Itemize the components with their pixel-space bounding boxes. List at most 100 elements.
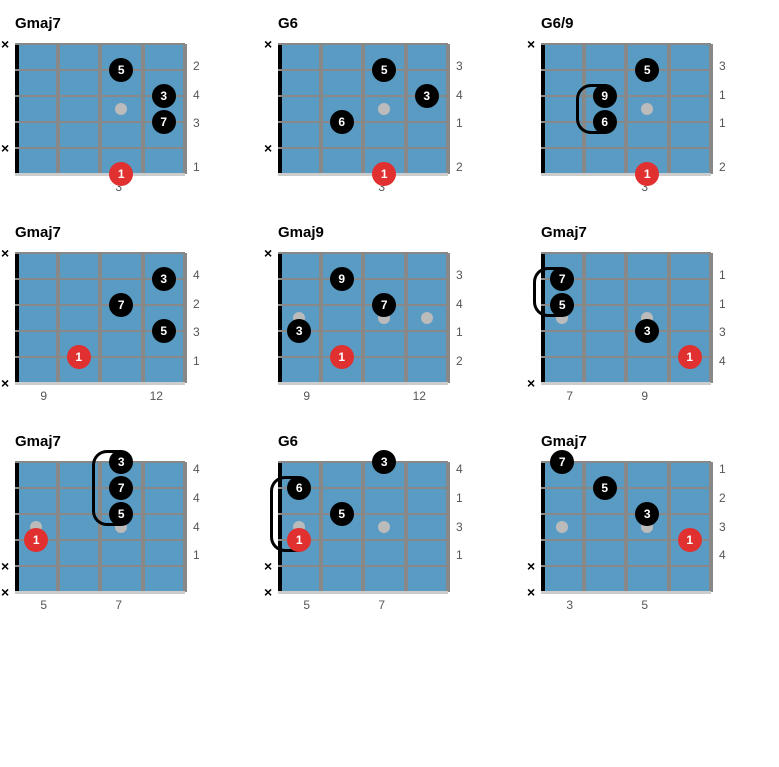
finger-labels: 2431 bbox=[185, 44, 200, 174]
finger-label: 4 bbox=[193, 88, 200, 102]
fret-inlay bbox=[378, 521, 390, 533]
finger-labels: 1234 bbox=[711, 462, 726, 592]
string-line bbox=[541, 487, 711, 489]
finger-label: 1 bbox=[719, 88, 726, 102]
mute-icon: × bbox=[1, 584, 9, 600]
note-dot: 5 bbox=[152, 319, 176, 343]
note-dot: 6 bbox=[330, 110, 354, 134]
string-line bbox=[541, 121, 711, 123]
fret-line bbox=[141, 462, 145, 592]
root-note-dot: 1 bbox=[67, 345, 91, 369]
fret-number bbox=[25, 180, 63, 194]
string-line bbox=[278, 278, 448, 280]
string-line bbox=[15, 43, 185, 45]
string-line bbox=[15, 356, 185, 358]
finger-label: 3 bbox=[719, 520, 726, 534]
fret-line bbox=[624, 462, 628, 592]
note-dot: 7 bbox=[152, 110, 176, 134]
chord-name: Gmaj9 bbox=[278, 224, 501, 241]
fret-line bbox=[361, 462, 365, 592]
note-dot: 3 bbox=[152, 267, 176, 291]
note-dot: 3 bbox=[109, 450, 133, 474]
note-dot: 7 bbox=[550, 450, 574, 474]
string-line bbox=[15, 591, 185, 594]
note-dot: 5 bbox=[635, 58, 659, 82]
fret-numbers: 57 bbox=[15, 598, 185, 612]
fret-number bbox=[551, 180, 589, 194]
fret-numbers: 3 bbox=[278, 180, 448, 194]
fret-numbers: 57 bbox=[278, 598, 448, 612]
string-line bbox=[278, 382, 448, 385]
string-line bbox=[15, 147, 185, 149]
string-line bbox=[278, 591, 448, 594]
root-note-dot: 1 bbox=[678, 345, 702, 369]
string-line bbox=[541, 513, 711, 515]
fretboard: ××1635 bbox=[278, 44, 448, 174]
finger-label: 4 bbox=[456, 297, 463, 311]
fret-number: 9 bbox=[288, 389, 326, 403]
fret-line bbox=[404, 462, 408, 592]
string-line bbox=[541, 565, 711, 567]
fret-number: 5 bbox=[25, 598, 63, 612]
finger-label: 2 bbox=[193, 297, 200, 311]
chord-name: Gmaj7 bbox=[541, 224, 764, 241]
fret-number bbox=[589, 598, 627, 612]
fret-numbers: 3 bbox=[15, 180, 185, 194]
note-dot: 7 bbox=[372, 293, 396, 317]
fret-line bbox=[361, 44, 365, 174]
fret-line bbox=[183, 253, 187, 383]
fret-numbers: 9 12 bbox=[15, 389, 185, 403]
note-dot: 9 bbox=[593, 84, 617, 108]
fretboard: ×1357 bbox=[541, 253, 711, 383]
note-dot: 3 bbox=[152, 84, 176, 108]
finger-label: 4 bbox=[193, 520, 200, 534]
fret-number bbox=[589, 180, 627, 194]
chord-name: G6/9 bbox=[541, 15, 764, 32]
fretboard: ××1573 bbox=[15, 462, 185, 592]
finger-labels: 4441 bbox=[185, 462, 200, 592]
note-dot: 3 bbox=[372, 450, 396, 474]
fret-number bbox=[664, 389, 702, 403]
fret-line bbox=[98, 44, 102, 174]
fret-number: 7 bbox=[551, 389, 589, 403]
finger-labels: 3412 bbox=[448, 44, 463, 174]
chord-diagram: Gmaj7××7531123435 bbox=[541, 433, 764, 612]
chord-diagram: Gmaj7××173524313 bbox=[15, 15, 238, 194]
fret-line bbox=[404, 253, 408, 383]
note-dot: 7 bbox=[109, 293, 133, 317]
finger-label: 4 bbox=[719, 548, 726, 562]
fret-number: 9 bbox=[25, 389, 63, 403]
finger-label: 1 bbox=[193, 160, 200, 174]
fretboard: ××1735 bbox=[15, 44, 185, 174]
string-line bbox=[541, 147, 711, 149]
root-note-dot: 1 bbox=[372, 162, 396, 186]
note-dot: 5 bbox=[330, 502, 354, 526]
string-line bbox=[278, 461, 448, 463]
chord-diagram: G6××163534123 bbox=[278, 15, 501, 194]
note-dot: 7 bbox=[109, 476, 133, 500]
finger-labels: 3112 bbox=[711, 44, 726, 174]
finger-label: 1 bbox=[719, 116, 726, 130]
string-line bbox=[541, 43, 711, 45]
fret-line bbox=[709, 44, 713, 174]
fret-number: 12 bbox=[138, 389, 176, 403]
finger-label: 3 bbox=[456, 268, 463, 282]
finger-label: 1 bbox=[193, 548, 200, 562]
string-line bbox=[541, 95, 711, 97]
fret-line bbox=[141, 44, 145, 174]
string-line bbox=[15, 69, 185, 71]
finger-label: 1 bbox=[456, 548, 463, 562]
finger-labels: 4231 bbox=[185, 253, 200, 383]
finger-label: 4 bbox=[456, 88, 463, 102]
string-line bbox=[15, 304, 185, 306]
fret-number bbox=[138, 598, 176, 612]
fret-line bbox=[183, 44, 187, 174]
root-note-dot: 1 bbox=[678, 528, 702, 552]
finger-label: 1 bbox=[456, 116, 463, 130]
finger-label: 3 bbox=[719, 59, 726, 73]
fret-line bbox=[56, 253, 60, 383]
fret-number bbox=[288, 180, 326, 194]
fret-number: 5 bbox=[288, 598, 326, 612]
string-line bbox=[541, 252, 711, 254]
mute-icon: × bbox=[1, 375, 9, 391]
